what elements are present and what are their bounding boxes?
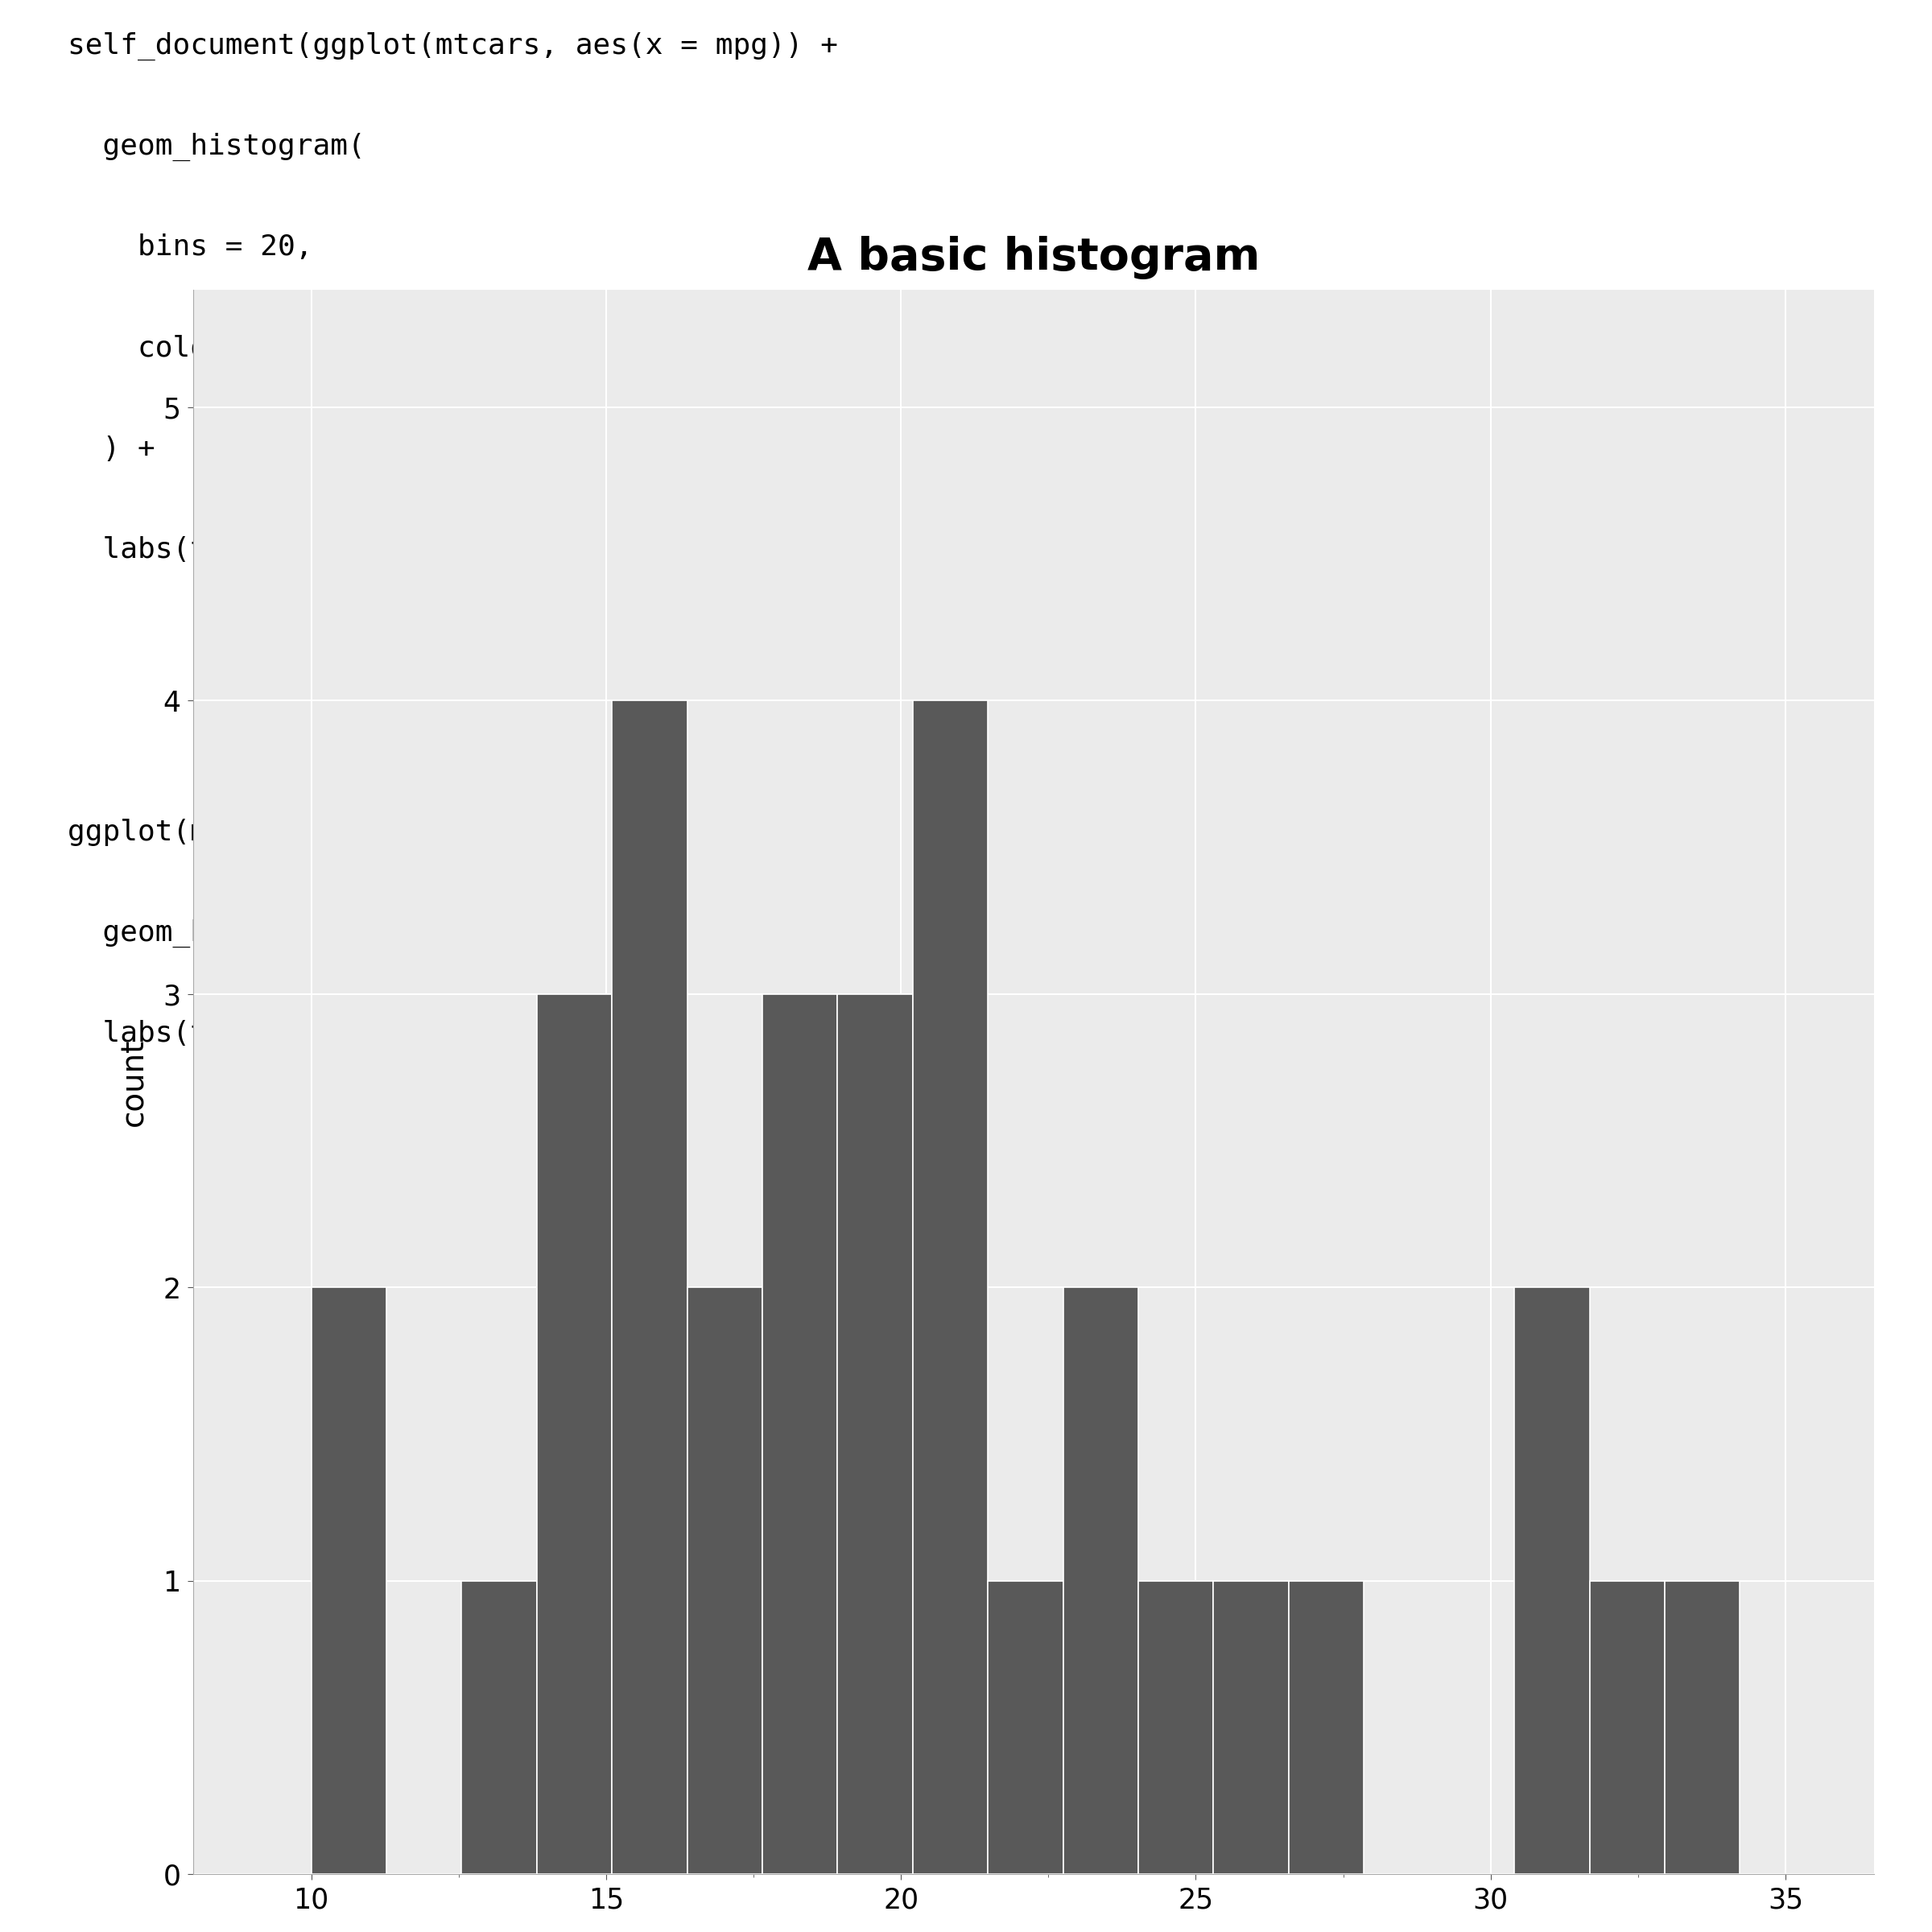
X-axis label: mpg: mpg (999, 1926, 1068, 1932)
Text: bins = 20,: bins = 20, (68, 234, 313, 261)
Text: self_document(ggplot(mtcars, aes(x = mpg)) +: self_document(ggplot(mtcars, aes(x = mpg… (68, 31, 838, 60)
Bar (1063, 1287, 1138, 1874)
Bar (837, 993, 912, 1874)
Text: geom_histogram(: geom_histogram( (68, 133, 365, 160)
Y-axis label: count: count (120, 1037, 149, 1126)
Bar (1138, 1580, 1213, 1874)
Bar (1665, 1580, 1741, 1874)
Bar (912, 701, 987, 1874)
Bar (688, 1287, 763, 1874)
Bar (612, 701, 688, 1874)
Bar (1289, 1580, 1364, 1874)
Text: geom_histogram(bins = 20, color = "white"): geom_histogram(bins = 20, color = "white… (68, 920, 838, 949)
Bar (311, 1287, 386, 1874)
Bar (763, 993, 837, 1874)
Text: labs(title = "A basic histogram"): labs(title = "A basic histogram") (68, 1020, 680, 1047)
Bar (987, 1580, 1063, 1874)
Title: A basic histogram: A basic histogram (808, 236, 1260, 280)
Bar (1515, 1287, 1590, 1874)
Text: labs(title = "A basic histogram")): labs(title = "A basic histogram")) (68, 537, 697, 564)
Bar (537, 993, 612, 1874)
Text: color = "white": color = "white" (68, 334, 400, 361)
Bar (1213, 1580, 1289, 1874)
Bar (462, 1580, 537, 1874)
Bar (1590, 1580, 1665, 1874)
Text: ) +: ) + (68, 435, 155, 462)
Text: ggplot(mtcars, aes(x = mpg)) +: ggplot(mtcars, aes(x = mpg)) + (68, 819, 593, 846)
